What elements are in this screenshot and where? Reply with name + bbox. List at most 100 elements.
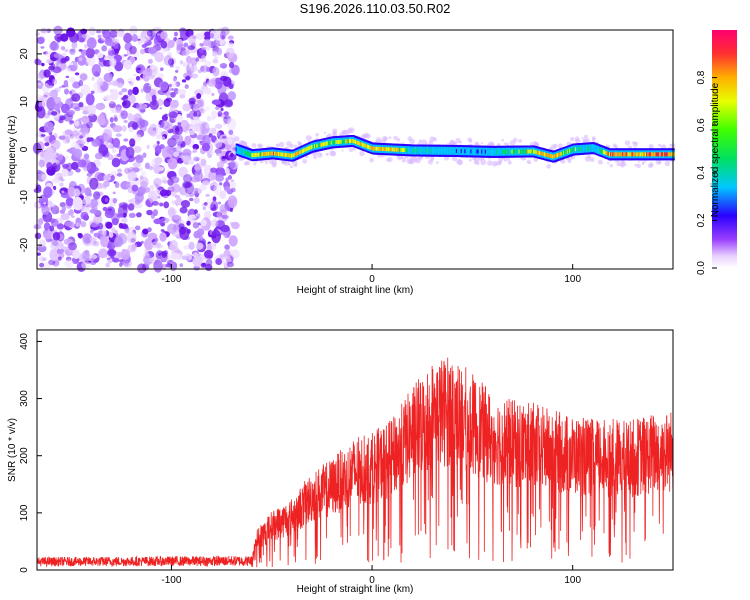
noise-blob bbox=[74, 120, 80, 127]
noise-blob bbox=[147, 47, 157, 54]
ridge-halo bbox=[624, 140, 631, 146]
noise-blob bbox=[134, 191, 144, 204]
noise-blob bbox=[144, 238, 154, 251]
noise-blob bbox=[154, 51, 164, 63]
ridge-core bbox=[371, 146, 374, 151]
ridge-core bbox=[482, 149, 485, 154]
ridge-core bbox=[455, 149, 459, 153]
noise-blob bbox=[135, 154, 144, 164]
ridge-core bbox=[630, 152, 633, 157]
noise-blob bbox=[229, 168, 234, 171]
noise-blob bbox=[113, 117, 118, 122]
ridge-core bbox=[390, 147, 394, 152]
noise-blob bbox=[109, 57, 117, 68]
ridge-core bbox=[427, 148, 430, 153]
noise-blob bbox=[190, 65, 198, 72]
ridge-core bbox=[311, 144, 314, 149]
ridge-core bbox=[620, 152, 623, 157]
ridge-halo bbox=[253, 162, 257, 166]
colorbar-tick-label: 0.4 bbox=[696, 165, 707, 179]
noise-blob bbox=[80, 211, 89, 220]
colorbar-tick-label: 0.0 bbox=[696, 261, 707, 275]
ridge-halo bbox=[409, 138, 416, 145]
ridge-core bbox=[522, 149, 525, 154]
ridge-halo bbox=[264, 161, 268, 165]
noise-blob bbox=[172, 77, 177, 82]
ridge-core bbox=[407, 148, 410, 153]
noise-blob bbox=[197, 189, 202, 194]
y-tick-label: 100 bbox=[19, 504, 30, 521]
noise-blob bbox=[127, 89, 133, 96]
ridge-core bbox=[442, 148, 445, 153]
noise-blob bbox=[73, 188, 81, 197]
x-tick-label: 0 bbox=[369, 274, 375, 285]
noise-blob bbox=[220, 225, 230, 233]
colorbar-tick-label: 0.2 bbox=[696, 213, 707, 227]
noise-blob bbox=[112, 257, 120, 263]
noise-blob bbox=[175, 197, 183, 206]
ridge-core bbox=[236, 147, 239, 152]
ridge-core bbox=[502, 149, 506, 154]
spectrogram-x-label: Height of straight line (km) bbox=[297, 285, 414, 296]
noise-blob bbox=[40, 27, 48, 35]
ridge-halo bbox=[616, 161, 621, 167]
noise-blob bbox=[166, 158, 173, 163]
ridge-core bbox=[625, 152, 628, 157]
noise-blob bbox=[151, 94, 157, 102]
noise-blob bbox=[91, 64, 102, 77]
ridge-halo bbox=[360, 134, 366, 139]
noise-blob bbox=[114, 229, 118, 235]
ridge-core bbox=[664, 152, 667, 157]
ridge-core bbox=[628, 152, 631, 157]
noise-blob bbox=[132, 105, 136, 108]
ridge-halo bbox=[403, 156, 406, 159]
noise-blob bbox=[157, 195, 161, 199]
ridge-core bbox=[293, 153, 296, 157]
ridge-halo bbox=[257, 143, 262, 148]
colorbar-gradient bbox=[712, 30, 737, 268]
noise-blob bbox=[147, 58, 153, 64]
y-tick-label: 300 bbox=[19, 390, 30, 407]
ridge-core bbox=[331, 140, 335, 145]
noise-blob bbox=[53, 103, 61, 111]
noise-blob bbox=[89, 209, 97, 214]
ridge-core bbox=[266, 151, 270, 156]
ridge-core bbox=[422, 148, 425, 153]
ridge-core bbox=[389, 147, 392, 152]
ridge-core bbox=[433, 148, 436, 153]
noise-blob bbox=[111, 157, 121, 168]
noise-blob bbox=[163, 201, 170, 209]
ridge-core bbox=[608, 152, 611, 157]
noise-blob bbox=[183, 174, 192, 184]
ridge-core bbox=[387, 147, 390, 152]
noise-blob bbox=[89, 236, 98, 242]
ridge-core bbox=[576, 147, 579, 152]
noise-blob bbox=[199, 48, 204, 54]
ridge-core bbox=[275, 151, 278, 156]
ridge-core bbox=[262, 152, 265, 157]
ridge-core bbox=[248, 152, 252, 157]
ridge-halo bbox=[480, 159, 487, 166]
ridge-halo bbox=[459, 140, 462, 144]
ridge-halo bbox=[305, 135, 312, 141]
ridge-core bbox=[259, 152, 262, 157]
ridge-core bbox=[466, 149, 469, 154]
noise-blob bbox=[170, 82, 178, 88]
noise-blob bbox=[196, 228, 205, 237]
noise-blob bbox=[221, 155, 227, 160]
chart-title: S196.2026.110.03.50.R02 bbox=[299, 1, 451, 16]
noise-blob bbox=[169, 64, 174, 68]
ridge-core bbox=[374, 146, 377, 151]
noise-blob bbox=[59, 86, 63, 89]
x-tick-label: -100 bbox=[161, 575, 181, 586]
noise-blob bbox=[65, 75, 70, 79]
noise-blob bbox=[148, 123, 159, 137]
noise-blob bbox=[137, 39, 143, 45]
noise-blob bbox=[49, 248, 59, 261]
ridge-core bbox=[460, 149, 463, 154]
noise-blob bbox=[38, 159, 45, 168]
noise-blob bbox=[97, 34, 102, 39]
ridge-halo bbox=[637, 160, 640, 163]
ridge-halo bbox=[271, 162, 277, 168]
